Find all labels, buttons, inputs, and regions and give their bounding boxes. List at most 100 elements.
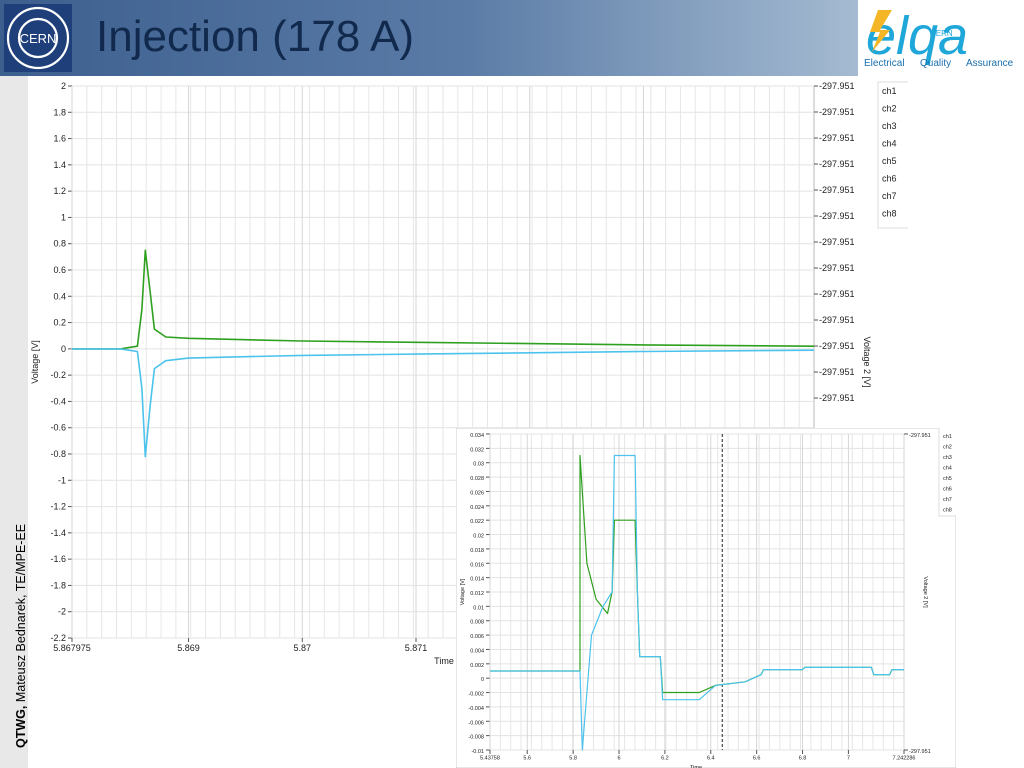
- y-tick-label: 1.4: [53, 160, 66, 170]
- legend-label-ch6: ch6: [882, 174, 897, 184]
- svg-text:Quality: Quality: [920, 58, 951, 69]
- y-tick-label: 0.026: [470, 490, 484, 496]
- y-tick-label: -2.2: [50, 633, 66, 643]
- author-credit: QTWG, Mateusz Bednarek, TE/MPE-EE: [14, 524, 28, 748]
- svg-text:CERN: CERN: [930, 29, 953, 38]
- x-tick-label: 6.4: [707, 756, 715, 762]
- y-tick-label: 0.012: [470, 591, 484, 597]
- x-tick-label: 5.87: [294, 643, 312, 653]
- cern-logo-text: CERN: [20, 31, 57, 46]
- x-axis-label: Time: [434, 656, 454, 666]
- y2-axis-label: Voltage 2 [V]: [862, 336, 872, 387]
- y2-tick-label: -297.951: [819, 263, 855, 273]
- y-tick-label: 0.004: [470, 648, 484, 654]
- y2-tick-label: -297.951: [819, 185, 855, 195]
- y2-tick-label: -297.951: [819, 315, 855, 325]
- y-tick-label: 2: [61, 81, 66, 91]
- left-sidebar: [0, 76, 28, 768]
- y2-axis-label: Voltage 2 [V]: [922, 576, 928, 608]
- y-tick-label: 0.016: [470, 562, 484, 568]
- y-tick-label: 0.02: [473, 534, 484, 540]
- y2-tick-label: -297.951: [819, 289, 855, 299]
- y-tick-label: 0.4: [53, 291, 66, 301]
- svg-text:Electrical: Electrical: [864, 58, 905, 69]
- y-tick-label: 0.01: [473, 605, 484, 611]
- y-tick-label: 1: [61, 212, 66, 222]
- y-tick-label: 0: [61, 344, 66, 354]
- series-line-ch3: [72, 249, 815, 350]
- x-tick-label: 5.8: [569, 756, 577, 762]
- x-tick-label: 7: [847, 756, 850, 762]
- y-tick-label: -1.6: [50, 554, 66, 564]
- y-tick-label: -1: [58, 475, 66, 485]
- y2-tick-label: -297.951: [819, 107, 855, 117]
- y-tick-label: 1.2: [53, 186, 66, 196]
- x-tick-label: 5.6: [523, 756, 531, 762]
- y2-tick-label: -297.951: [819, 159, 855, 169]
- y-tick-label: -1.2: [50, 502, 66, 512]
- cern-logo: CERN: [4, 4, 72, 72]
- legend-label-ch3: ch3: [882, 121, 897, 131]
- y-tick-label: -0.008: [468, 735, 484, 741]
- series-line-ch4: [72, 348, 815, 458]
- slide-header: CERN Injection (178 A) elqa CERN Electri…: [0, 0, 1024, 76]
- y-tick-label: 0.022: [470, 519, 484, 525]
- legend-label-ch2: ch2: [882, 104, 897, 114]
- y2-tick-label: -297.951: [819, 81, 855, 91]
- y-axis-label: Voltage [V]: [460, 578, 466, 605]
- legend-label-ch7: ch7: [943, 497, 952, 503]
- author-name: Mateusz Bednarek, TE/MPE-EE: [14, 523, 28, 706]
- x-tick-label: 5.867975: [53, 643, 91, 653]
- legend-label-ch5: ch5: [882, 156, 897, 166]
- y-tick-label: -0.8: [50, 449, 66, 459]
- x-tick-label: 7.242286: [893, 756, 916, 762]
- author-group: QTWG,: [14, 705, 28, 748]
- x-tick-label: 5.869: [177, 643, 200, 653]
- y-tick-label: -0.4: [50, 396, 66, 406]
- y-tick-label: 0.018: [470, 548, 484, 554]
- slide-title: Injection (178 A): [96, 12, 414, 61]
- x-tick-label: 5.43758: [480, 756, 500, 762]
- y-tick-label: -2: [58, 607, 66, 617]
- y-tick-label: -0.01: [471, 749, 484, 755]
- legend-label-ch4: ch4: [882, 139, 897, 149]
- y-tick-label: 0.03: [473, 462, 484, 468]
- legend-label-ch3: ch3: [943, 455, 952, 461]
- y2-tick-label: -297.951: [819, 237, 855, 247]
- y-tick-label: -1.4: [50, 528, 66, 538]
- y-tick-label: -0.006: [468, 720, 484, 726]
- legend-label-ch8: ch8: [882, 209, 897, 219]
- y-tick-label: 0.034: [470, 433, 484, 439]
- y-tick-label: 0: [481, 677, 484, 683]
- x-tick-label: 6.6: [753, 756, 761, 762]
- legend-label-ch5: ch5: [943, 476, 952, 482]
- y-axis-label: Voltage [V]: [30, 340, 40, 384]
- y-tick-label: 0.6: [53, 265, 66, 275]
- legend-label-ch8: ch8: [943, 508, 952, 514]
- x-tick-label: 5.871: [405, 643, 428, 653]
- y-tick-label: 0.006: [470, 634, 484, 640]
- legend-label-ch2: ch2: [943, 445, 952, 451]
- y-tick-label: 0.014: [470, 577, 484, 583]
- legend-label-ch1: ch1: [882, 86, 897, 96]
- y2-tick-label: -297.951: [909, 433, 931, 439]
- y-tick-label: 1.6: [53, 134, 66, 144]
- y-tick-label: -0.004: [468, 706, 484, 712]
- series-line-ch4: [490, 454, 904, 751]
- legend-box: [938, 428, 956, 517]
- y-tick-label: -1.8: [50, 580, 66, 590]
- y-tick-label: 0.032: [470, 447, 484, 453]
- y2-tick-label: -297.951: [909, 749, 931, 755]
- y-tick-label: -0.2: [50, 370, 66, 380]
- x-tick-label: 6: [617, 756, 620, 762]
- x-tick-label: 6.8: [799, 756, 807, 762]
- y2-tick-label: -297.951: [819, 211, 855, 221]
- legend-box: [877, 81, 908, 229]
- legend-label-ch6: ch6: [943, 487, 952, 493]
- inset-chart: 0.034 0.032 0.03 0.028 0.026 0.024 0.022 0.02 0.…: [456, 428, 956, 768]
- y2-tick-label: -297.951: [819, 133, 855, 143]
- x-tick-label: 6.2: [661, 756, 669, 762]
- y2-tick-label: -297.951: [819, 393, 855, 403]
- y-tick-label: 0.028: [470, 476, 484, 482]
- y2-tick-label: -297.951: [819, 367, 855, 377]
